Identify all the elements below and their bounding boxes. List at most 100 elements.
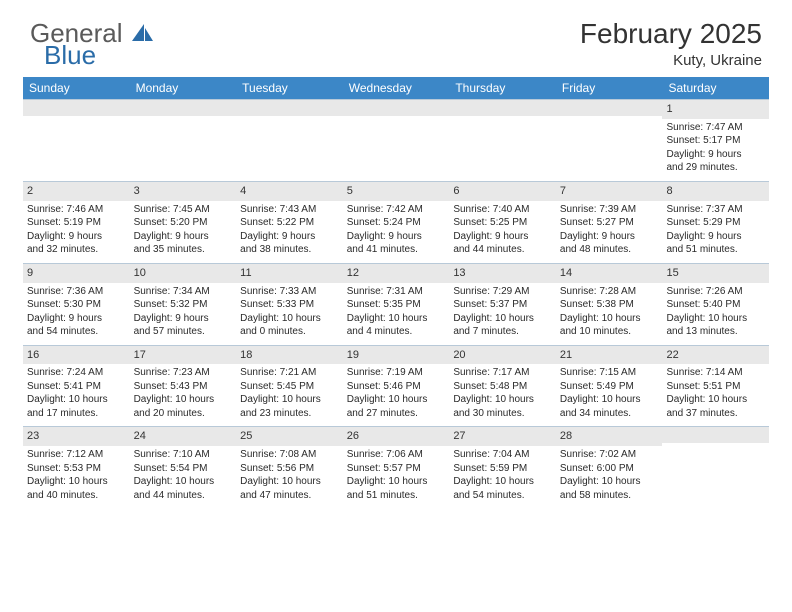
sunset-text: Sunset: 5:30 PM: [27, 298, 126, 312]
daylight-text: and 23 minutes.: [240, 407, 339, 421]
daylight-text: and 37 minutes.: [666, 407, 765, 421]
calendar-cell: 11Sunrise: 7:33 AMSunset: 5:33 PMDayligh…: [236, 264, 343, 345]
sunrise-text: Sunrise: 7:29 AM: [453, 285, 552, 299]
daylight-text: Daylight: 10 hours: [560, 475, 659, 489]
day-number: [449, 100, 556, 116]
day-number: 3: [130, 182, 237, 201]
calendar-cell: [130, 100, 237, 181]
calendar-cell: 19Sunrise: 7:19 AMSunset: 5:46 PMDayligh…: [343, 346, 450, 427]
calendar-cell: 13Sunrise: 7:29 AMSunset: 5:37 PMDayligh…: [449, 264, 556, 345]
calendar-cell: 16Sunrise: 7:24 AMSunset: 5:41 PMDayligh…: [23, 346, 130, 427]
daylight-text: and 51 minutes.: [347, 489, 446, 503]
sunset-text: Sunset: 5:48 PM: [453, 380, 552, 394]
sunset-text: Sunset: 5:25 PM: [453, 216, 552, 230]
daylight-text: and 34 minutes.: [560, 407, 659, 421]
day-number: 19: [343, 346, 450, 365]
sunrise-text: Sunrise: 7:21 AM: [240, 366, 339, 380]
sunrise-text: Sunrise: 7:26 AM: [666, 285, 765, 299]
sunset-text: Sunset: 5:49 PM: [560, 380, 659, 394]
daylight-text: Daylight: 9 hours: [560, 230, 659, 244]
sunrise-text: Sunrise: 7:46 AM: [27, 203, 126, 217]
sunrise-text: Sunrise: 7:14 AM: [666, 366, 765, 380]
daylight-text: and 27 minutes.: [347, 407, 446, 421]
daylight-text: Daylight: 10 hours: [666, 312, 765, 326]
sunset-text: Sunset: 5:37 PM: [453, 298, 552, 312]
daylight-text: and 44 minutes.: [134, 489, 233, 503]
day-number: 12: [343, 264, 450, 283]
weekday-header: Thursday: [449, 77, 556, 99]
calendar-cell: [343, 100, 450, 181]
weekday-header-row: Sunday Monday Tuesday Wednesday Thursday…: [23, 77, 769, 99]
logo: General Blue: [30, 18, 154, 68]
calendar-cell: 14Sunrise: 7:28 AMSunset: 5:38 PMDayligh…: [556, 264, 663, 345]
calendar-week: 23Sunrise: 7:12 AMSunset: 5:53 PMDayligh…: [23, 426, 769, 508]
daylight-text: and 17 minutes.: [27, 407, 126, 421]
calendar-cell: 10Sunrise: 7:34 AMSunset: 5:32 PMDayligh…: [130, 264, 237, 345]
sunrise-text: Sunrise: 7:23 AM: [134, 366, 233, 380]
calendar-cell: 5Sunrise: 7:42 AMSunset: 5:24 PMDaylight…: [343, 182, 450, 263]
daylight-text: and 47 minutes.: [240, 489, 339, 503]
calendar-cell: 4Sunrise: 7:43 AMSunset: 5:22 PMDaylight…: [236, 182, 343, 263]
day-number: [236, 100, 343, 116]
sunrise-text: Sunrise: 7:45 AM: [134, 203, 233, 217]
calendar-cell: 24Sunrise: 7:10 AMSunset: 5:54 PMDayligh…: [130, 427, 237, 508]
sunrise-text: Sunrise: 7:12 AM: [27, 448, 126, 462]
sunset-text: Sunset: 5:33 PM: [240, 298, 339, 312]
day-number: 16: [23, 346, 130, 365]
daylight-text: Daylight: 10 hours: [134, 393, 233, 407]
calendar-cell: 23Sunrise: 7:12 AMSunset: 5:53 PMDayligh…: [23, 427, 130, 508]
daylight-text: Daylight: 10 hours: [240, 475, 339, 489]
title-block: February 2025 Kuty, Ukraine: [580, 18, 762, 69]
sunrise-text: Sunrise: 7:40 AM: [453, 203, 552, 217]
calendar-week: 16Sunrise: 7:24 AMSunset: 5:41 PMDayligh…: [23, 345, 769, 427]
sunrise-text: Sunrise: 7:36 AM: [27, 285, 126, 299]
sunrise-text: Sunrise: 7:17 AM: [453, 366, 552, 380]
weekday-header: Wednesday: [343, 77, 450, 99]
day-number: 11: [236, 264, 343, 283]
day-number: 15: [662, 264, 769, 283]
daylight-text: Daylight: 10 hours: [453, 312, 552, 326]
day-number: 9: [23, 264, 130, 283]
daylight-text: Daylight: 9 hours: [666, 148, 765, 162]
daylight-text: Daylight: 9 hours: [27, 312, 126, 326]
calendar-cell: 8Sunrise: 7:37 AMSunset: 5:29 PMDaylight…: [662, 182, 769, 263]
sunrise-text: Sunrise: 7:28 AM: [560, 285, 659, 299]
sunset-text: Sunset: 5:27 PM: [560, 216, 659, 230]
calendar-cell: 17Sunrise: 7:23 AMSunset: 5:43 PMDayligh…: [130, 346, 237, 427]
calendar-week: 1Sunrise: 7:47 AMSunset: 5:17 PMDaylight…: [23, 99, 769, 181]
sunset-text: Sunset: 5:53 PM: [27, 462, 126, 476]
daylight-text: Daylight: 10 hours: [347, 393, 446, 407]
sunrise-text: Sunrise: 7:47 AM: [666, 121, 765, 135]
sunset-text: Sunset: 6:00 PM: [560, 462, 659, 476]
daylight-text: Daylight: 9 hours: [453, 230, 552, 244]
daylight-text: and 57 minutes.: [134, 325, 233, 339]
calendar-cell: [556, 100, 663, 181]
day-number: [130, 100, 237, 116]
calendar-cell: 26Sunrise: 7:06 AMSunset: 5:57 PMDayligh…: [343, 427, 450, 508]
sunset-text: Sunset: 5:24 PM: [347, 216, 446, 230]
calendar-cell: [23, 100, 130, 181]
day-number: 21: [556, 346, 663, 365]
calendar-cell: 25Sunrise: 7:08 AMSunset: 5:56 PMDayligh…: [236, 427, 343, 508]
calendar-week: 2Sunrise: 7:46 AMSunset: 5:19 PMDaylight…: [23, 181, 769, 263]
day-number: 17: [130, 346, 237, 365]
daylight-text: and 4 minutes.: [347, 325, 446, 339]
daylight-text: and 13 minutes.: [666, 325, 765, 339]
sunrise-text: Sunrise: 7:02 AM: [560, 448, 659, 462]
daylight-text: Daylight: 10 hours: [560, 393, 659, 407]
location-label: Kuty, Ukraine: [580, 52, 762, 69]
daylight-text: and 32 minutes.: [27, 243, 126, 257]
daylight-text: and 10 minutes.: [560, 325, 659, 339]
sunset-text: Sunset: 5:45 PM: [240, 380, 339, 394]
weekday-header: Friday: [556, 77, 663, 99]
calendar-cell: [662, 427, 769, 508]
daylight-text: Daylight: 10 hours: [240, 312, 339, 326]
daylight-text: Daylight: 9 hours: [347, 230, 446, 244]
daylight-text: Daylight: 10 hours: [347, 312, 446, 326]
sunrise-text: Sunrise: 7:24 AM: [27, 366, 126, 380]
sunset-text: Sunset: 5:22 PM: [240, 216, 339, 230]
weekday-header: Tuesday: [236, 77, 343, 99]
daylight-text: Daylight: 10 hours: [240, 393, 339, 407]
sunrise-text: Sunrise: 7:34 AM: [134, 285, 233, 299]
daylight-text: Daylight: 9 hours: [666, 230, 765, 244]
